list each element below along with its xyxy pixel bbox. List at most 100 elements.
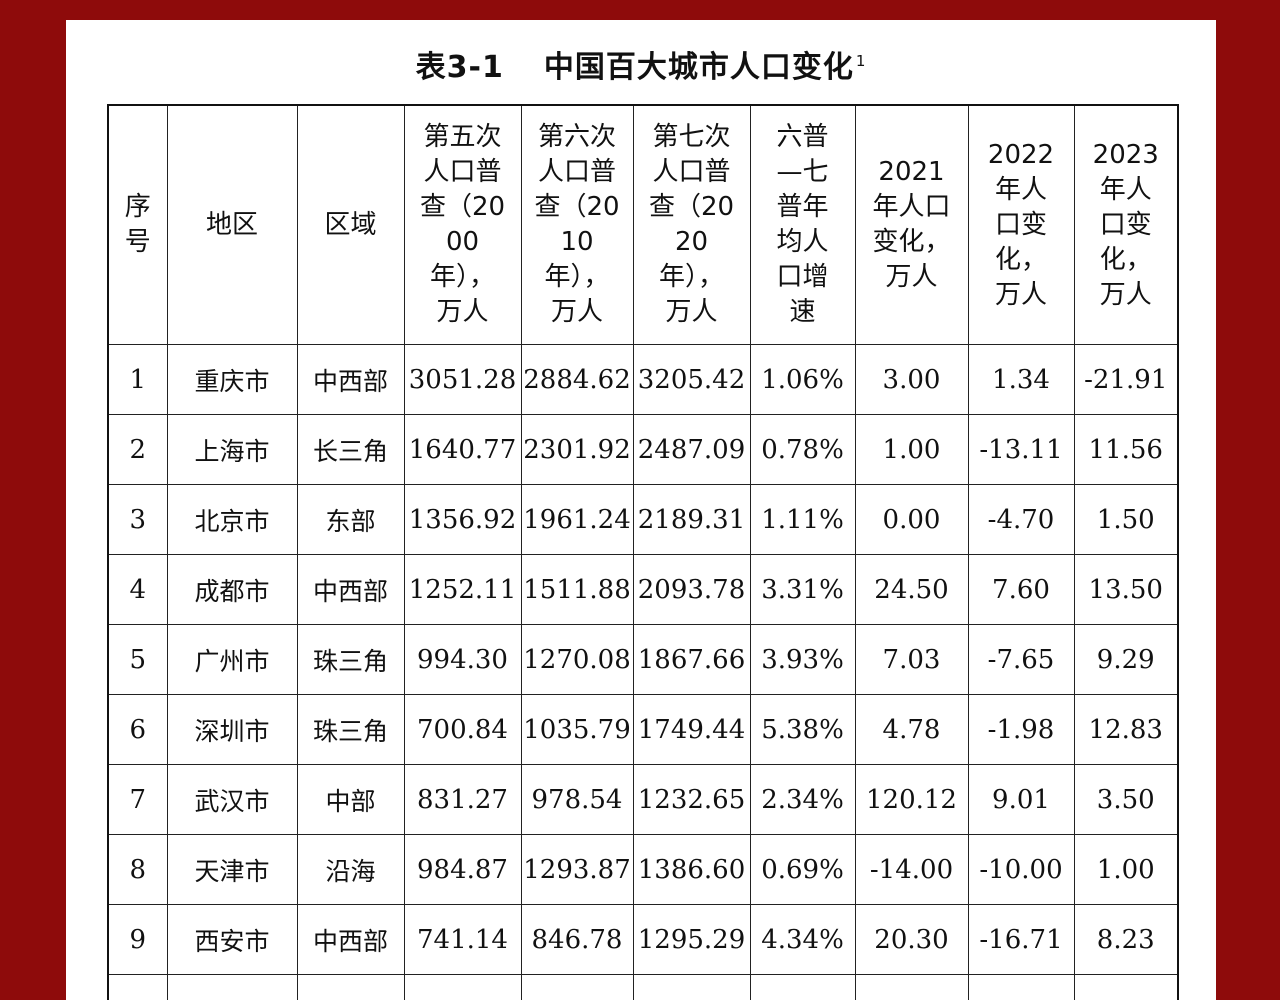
cell-census-2020: 1749.44 — [632, 694, 751, 765]
cell-change-2021: 24.50 — [854, 554, 969, 625]
table-row: 5 广州市 珠三角 994.30 1270.08 1867.66 3.93% 7.03 -7.6… — [107, 624, 1179, 695]
cell-change-2021: -14.00 — [854, 834, 969, 905]
col-header-area: 地区 — [166, 104, 298, 345]
table-row: 6 深圳市 珠三角 700.84 1035.79 1749.44 5.38% 4.78 -1.9… — [107, 694, 1179, 765]
cell-empty — [1073, 974, 1179, 1000]
cell-area: 上海市 — [166, 414, 298, 485]
cell-area: 广州市 — [166, 624, 298, 695]
footnote-marker: 1 — [855, 52, 867, 70]
col-header-index: 序号 — [107, 104, 168, 345]
cell-growth-rate: 4.34% — [749, 904, 856, 975]
cell-change-2021: 3.00 — [854, 344, 969, 415]
cell-index: 2 — [107, 414, 168, 485]
cell-area: 深圳市 — [166, 694, 298, 765]
cell-index: 8 — [107, 834, 168, 905]
cell-growth-rate: 3.31% — [749, 554, 856, 625]
table-body: 1 重庆市 中西部 3051.28 2884.62 3205.42 1.06% 3.00 1.3… — [107, 344, 1179, 1000]
cell-change-2021: 4.78 — [854, 694, 969, 765]
cell-area: 重庆市 — [166, 344, 298, 415]
cell-area: 西安市 — [166, 904, 298, 975]
cell-change-2022: -16.71 — [967, 904, 1075, 975]
cell-empty — [296, 974, 405, 1000]
cell-empty — [632, 974, 751, 1000]
cell-area: 武汉市 — [166, 764, 298, 835]
cell-growth-rate: 1.06% — [749, 344, 856, 415]
cell-index: 3 — [107, 484, 168, 555]
cell-index: 7 — [107, 764, 168, 835]
cell-region: 中西部 — [296, 554, 405, 625]
cell-growth-rate: 5.38% — [749, 694, 856, 765]
cell-census-2010: 1293.87 — [520, 834, 634, 905]
cell-change-2022: 1.34 — [967, 344, 1075, 415]
cell-census-2020: 2189.31 — [632, 484, 751, 555]
table-title: 表3-1 中国百大城市人口变化 1 — [66, 42, 1216, 86]
header-row: 序号 地区 区域 第五次人口普查（2000年），万人 第六次人口普查（2010年… — [107, 104, 1179, 345]
cell-census-2020: 1295.29 — [632, 904, 751, 975]
cell-census-2000: 1356.92 — [403, 484, 522, 555]
cell-change-2022: 7.60 — [967, 554, 1075, 625]
cell-change-2021: 7.03 — [854, 624, 969, 695]
table-row: 7 武汉市 中部 831.27 978.54 1232.65 2.34% 120.12 9.01… — [107, 764, 1179, 835]
table-row: 4 成都市 中西部 1252.11 1511.88 2093.78 3.31% 24.50 7.… — [107, 554, 1179, 625]
table-title-text: 中国百大城市人口变化 — [543, 50, 854, 85]
cell-region: 珠三角 — [296, 624, 405, 695]
cell-growth-rate: 0.69% — [749, 834, 856, 905]
col-header-census-2000: 第五次人口普查（2000年），万人 — [403, 104, 522, 345]
cell-census-2000: 984.87 — [403, 834, 522, 905]
cell-change-2021: 0.00 — [854, 484, 969, 555]
cell-index: 4 — [107, 554, 168, 625]
col-header-census-2020: 第七次人口普查（2020年），万人 — [632, 104, 751, 345]
cell-change-2023: 11.56 — [1073, 414, 1179, 485]
cell-change-2022: -7.65 — [967, 624, 1075, 695]
cell-census-2000: 831.27 — [403, 764, 522, 835]
cell-change-2022: -4.70 — [967, 484, 1075, 555]
cell-region: 珠三角 — [296, 694, 405, 765]
table-row: 3 北京市 东部 1356.92 1961.24 2189.31 1.11% 0.00 -4.7… — [107, 484, 1179, 555]
cell-change-2023: 3.50 — [1073, 764, 1179, 835]
cell-region: 沿海 — [296, 834, 405, 905]
cell-census-2010: 2301.92 — [520, 414, 634, 485]
col-header-change-2022: 2022年人口变化，万人 — [967, 104, 1075, 345]
cell-region: 中部 — [296, 764, 405, 835]
cell-census-2010: 1035.79 — [520, 694, 634, 765]
cell-census-2000: 700.84 — [403, 694, 522, 765]
cell-census-2020: 1386.60 — [632, 834, 751, 905]
cell-growth-rate: 1.11% — [749, 484, 856, 555]
cell-change-2021: 20.30 — [854, 904, 969, 975]
cell-census-2000: 741.14 — [403, 904, 522, 975]
population-table: 序号 地区 区域 第五次人口普查（2000年），万人 第六次人口普查（2010年… — [107, 104, 1179, 1000]
cell-change-2022: -13.11 — [967, 414, 1075, 485]
table-row: 9 西安市 中西部 741.14 846.78 1295.29 4.34% 20.30 -16.… — [107, 904, 1179, 975]
cell-census-2020: 2487.09 — [632, 414, 751, 485]
cell-index: 5 — [107, 624, 168, 695]
cell-growth-rate: 2.34% — [749, 764, 856, 835]
cell-region: 长三角 — [296, 414, 405, 485]
cell-growth-rate: 0.78% — [749, 414, 856, 485]
cell-census-2010: 978.54 — [520, 764, 634, 835]
cell-empty — [967, 974, 1075, 1000]
col-header-growth-rate: 六普—七普年均人口增速 — [749, 104, 856, 345]
cell-census-2010: 2884.62 — [520, 344, 634, 415]
cell-census-2000: 3051.28 — [403, 344, 522, 415]
cell-index: 1 — [107, 344, 168, 415]
cell-area: 天津市 — [166, 834, 298, 905]
cell-census-2020: 1867.66 — [632, 624, 751, 695]
cell-empty — [854, 974, 969, 1000]
table-row-partial — [107, 974, 1179, 1000]
cell-empty — [166, 974, 298, 1000]
cell-census-2010: 1961.24 — [520, 484, 634, 555]
cell-census-2020: 2093.78 — [632, 554, 751, 625]
col-header-census-2010: 第六次人口普查（2010年），万人 — [520, 104, 634, 345]
cell-region: 中西部 — [296, 344, 405, 415]
table-row: 2 上海市 长三角 1640.77 2301.92 2487.09 0.78% 1.00 -13… — [107, 414, 1179, 485]
cell-change-2022: -10.00 — [967, 834, 1075, 905]
cell-census-2020: 3205.42 — [632, 344, 751, 415]
cell-census-2000: 1640.77 — [403, 414, 522, 485]
cell-change-2023: 9.29 — [1073, 624, 1179, 695]
cell-change-2023: 13.50 — [1073, 554, 1179, 625]
cell-census-2010: 846.78 — [520, 904, 634, 975]
cell-change-2023: 1.00 — [1073, 834, 1179, 905]
cell-census-2010: 1270.08 — [520, 624, 634, 695]
cell-change-2021: 120.12 — [854, 764, 969, 835]
cell-change-2023: 12.83 — [1073, 694, 1179, 765]
